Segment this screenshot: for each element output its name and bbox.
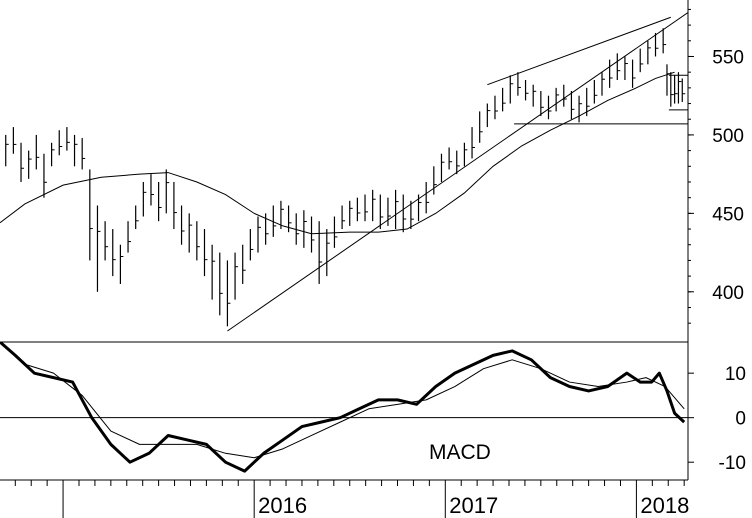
macd-axis-ticks: 10 0 -10 xyxy=(688,364,746,474)
macd-tick-label-0: 10 xyxy=(725,364,746,385)
macd-label: MACD xyxy=(429,441,491,464)
macd-line xyxy=(0,342,686,473)
moving-average xyxy=(0,71,675,235)
x-tick-label-1: 2017 xyxy=(449,493,498,518)
price-tick-label-1: 500 xyxy=(712,126,744,147)
macd-panel: 10 0 -10 MACD xyxy=(0,342,746,474)
price-panel: 550 500 450 400 xyxy=(0,8,744,332)
price-bars xyxy=(5,28,686,327)
price-axis-ticks: 550 500 450 400 xyxy=(688,8,744,324)
x-tick-label-2: 2018 xyxy=(640,493,689,518)
macd-tick-label-1: 0 xyxy=(735,409,746,430)
price-tick-label-3: 400 xyxy=(712,283,744,304)
moving-average-line xyxy=(0,71,675,235)
trendlines xyxy=(227,12,688,332)
x-axis: 2016 2017 2018 xyxy=(14,480,689,518)
macd-signal-line xyxy=(0,342,685,459)
macd-lines xyxy=(0,342,688,473)
trendline-0 xyxy=(227,12,688,332)
price-tick-label-0: 550 xyxy=(712,47,744,68)
price-tick-label-2: 450 xyxy=(712,204,744,225)
macd-tick-label-2: -10 xyxy=(719,453,746,474)
x-tick-label-0: 2016 xyxy=(258,493,307,518)
trendline-1 xyxy=(487,16,671,86)
